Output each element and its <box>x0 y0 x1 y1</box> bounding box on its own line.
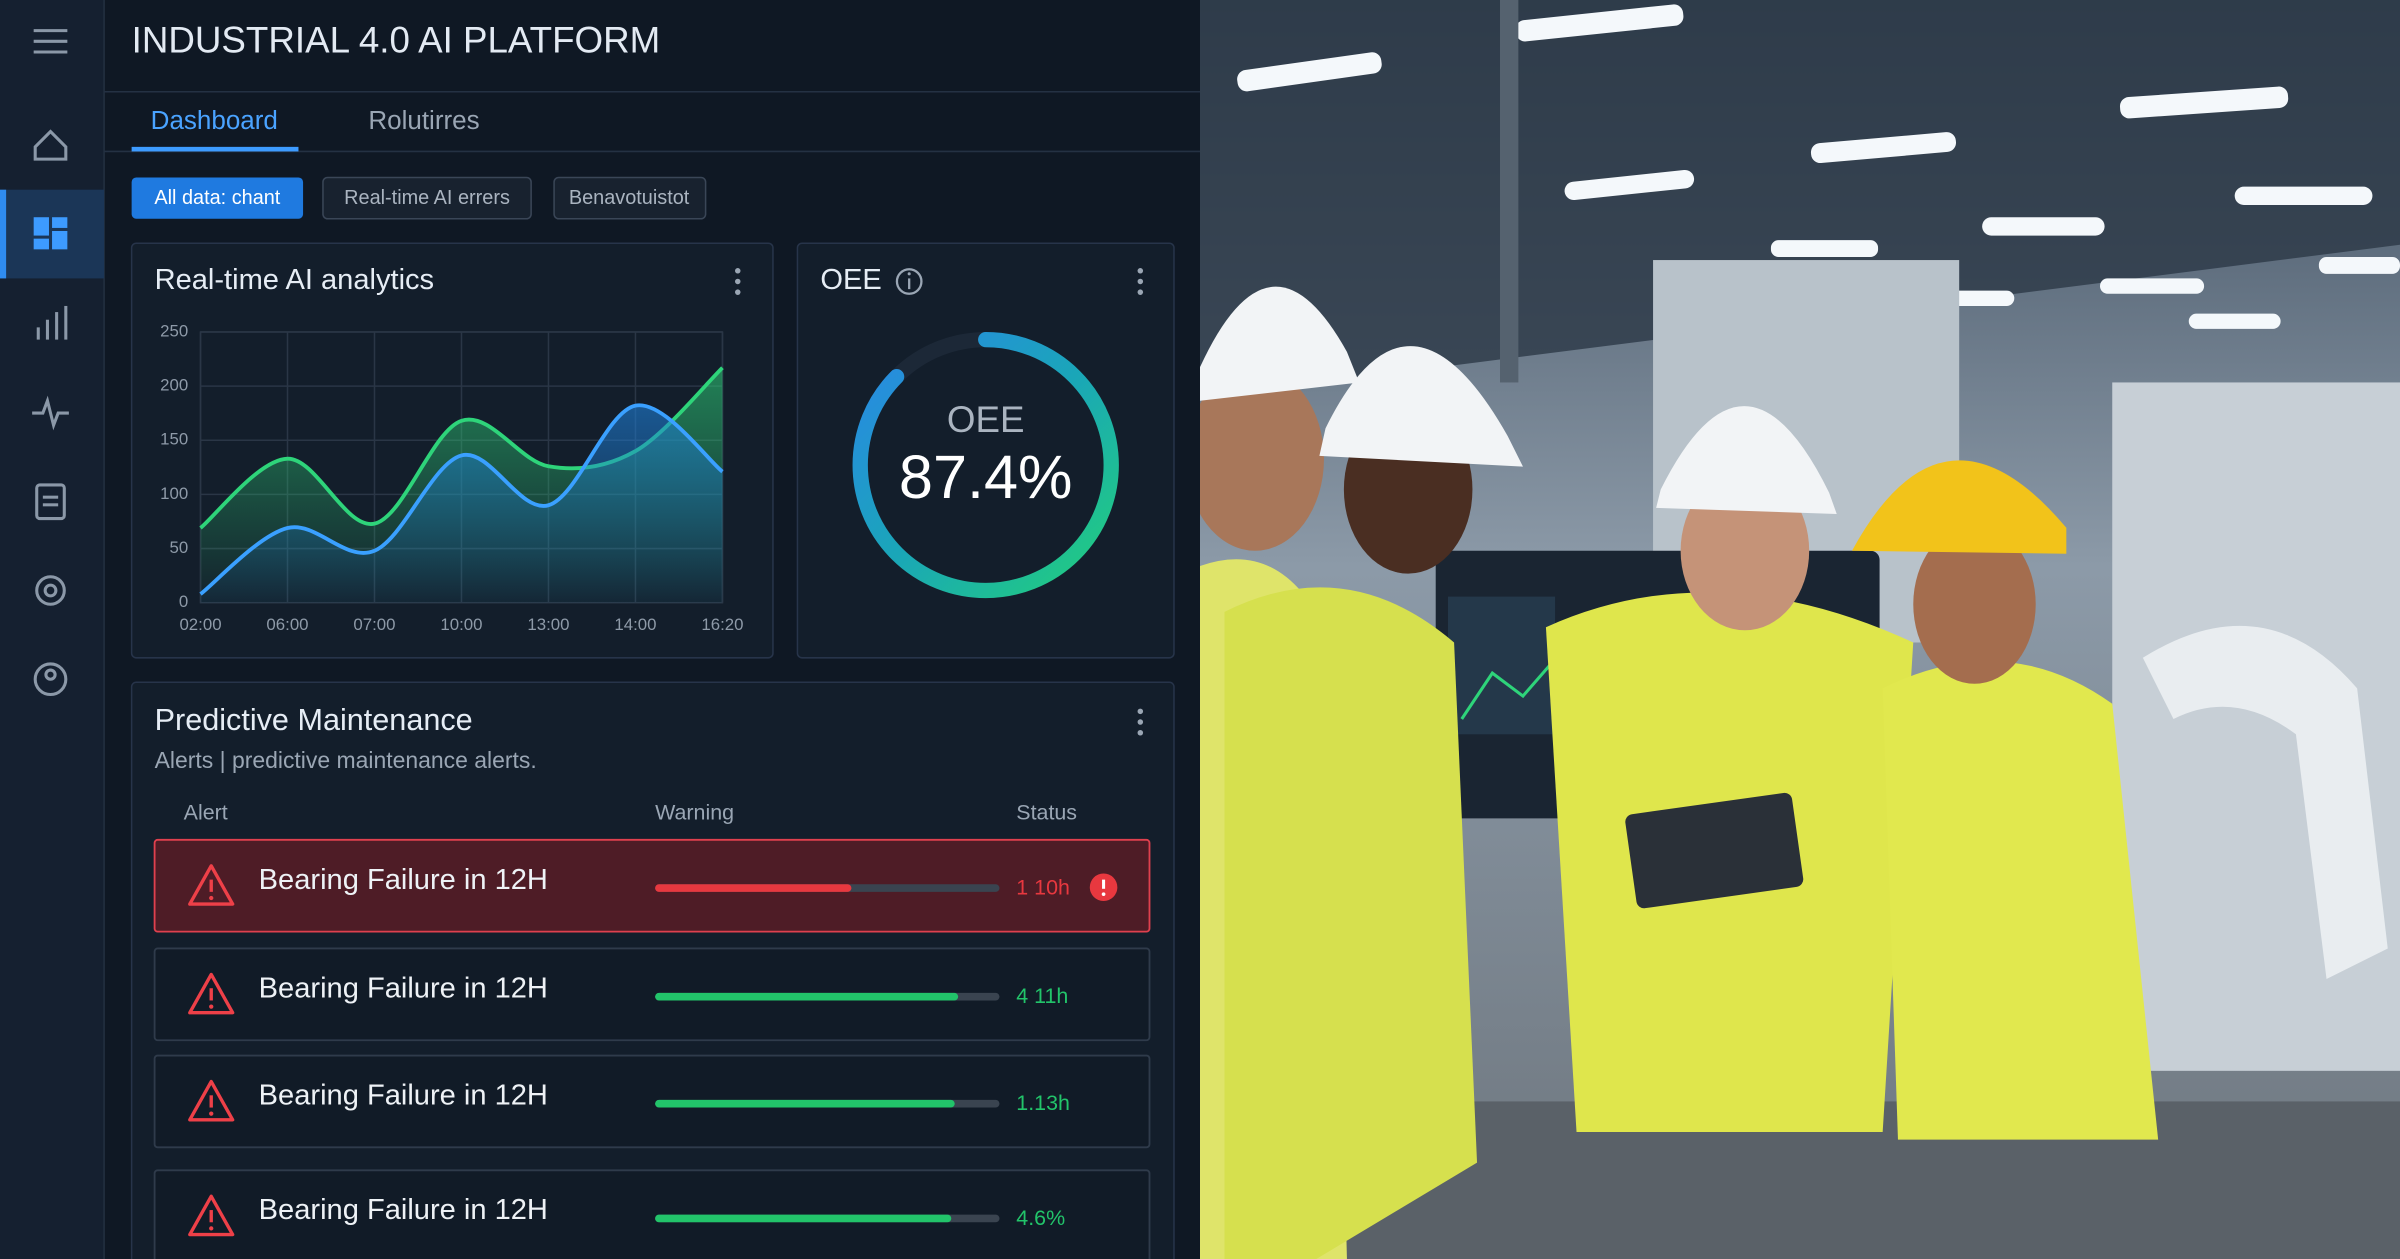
active-tab-underline <box>131 146 299 152</box>
y-tick-label: 100 <box>160 484 188 503</box>
gauge-label: OEE <box>947 399 1025 440</box>
progress-bar <box>655 992 959 1001</box>
x-tick-label: 06:00 <box>266 615 308 634</box>
x-tick-label: 14:00 <box>614 615 656 634</box>
settings-icon[interactable] <box>35 575 66 606</box>
alert-row[interactable] <box>153 1054 1151 1149</box>
info-icon[interactable] <box>895 268 923 295</box>
alert-text: Bearing Failure in 12H <box>259 972 548 1004</box>
factory-photo <box>1200 0 2400 1259</box>
reports-icon[interactable] <box>36 305 68 340</box>
x-tick-label: 16:20 <box>701 615 743 634</box>
home-icon[interactable] <box>33 129 68 161</box>
warning-icon <box>188 1194 235 1237</box>
card-subtitle: Alerts | predictive maintenance alerts. <box>155 747 537 773</box>
x-tick-label: 13:00 <box>527 615 569 634</box>
y-tick-label: 250 <box>160 321 188 340</box>
warning-icon-dot <box>209 895 214 901</box>
card-menu[interactable] <box>1137 708 1144 736</box>
y-tick-label: 0 <box>179 592 188 611</box>
alert-text: Bearing Failure in 12H <box>259 1080 548 1112</box>
card-title: Real-time AI analytics <box>155 264 435 296</box>
filter-label[interactable]: Benavotuistot <box>569 187 690 209</box>
line <box>199 403 724 596</box>
warning-icon-dot <box>209 1226 214 1231</box>
alert-row[interactable] <box>153 1169 1151 1259</box>
card-menu[interactable] <box>1137 268 1144 295</box>
warning-icon-dot <box>209 1004 214 1009</box>
dashboard-icon[interactable] <box>33 217 68 250</box>
filter-chip[interactable] <box>131 177 304 219</box>
y-tick-label: 200 <box>160 376 188 395</box>
status-text: 4 11h <box>1016 984 1068 1008</box>
oee-gauge <box>852 331 1119 599</box>
warning-icon <box>188 972 235 1015</box>
x-tick-label: 02:00 <box>179 615 221 634</box>
progress-bar <box>655 1214 952 1223</box>
filter-label[interactable]: Real-time AI errers <box>344 187 510 209</box>
alert-list: Bearing Failure in 12H 1 10h Bearing Failu… <box>153 838 1151 1259</box>
app-title: INDUSTRIAL 4.0 AI PLATFORM <box>132 20 661 61</box>
status-text: 1.13h <box>1016 1091 1070 1115</box>
column-header: Status <box>1016 800 1077 824</box>
menu-icon[interactable] <box>33 29 68 54</box>
active-indicator <box>0 189 7 279</box>
status-text: 4.6% <box>1016 1206 1065 1230</box>
y-tick-label: 150 <box>160 430 188 449</box>
clipboard-icon[interactable] <box>35 483 66 521</box>
column-header: Alert <box>184 800 228 824</box>
x-tick-label: 10:00 <box>440 615 482 634</box>
alert-text: Bearing Failure in 12H <box>259 864 548 896</box>
alert-text: Bearing Failure in 12H <box>259 1194 548 1226</box>
y-tick-label: 50 <box>170 538 189 557</box>
card-title: Predictive Maintenance <box>155 703 473 737</box>
column-header: Warning <box>655 800 734 824</box>
card-title: OEE <box>820 264 881 296</box>
filter-label[interactable]: All data: chant <box>154 187 280 209</box>
filter-chip[interactable] <box>553 176 707 220</box>
warning-icon-dot <box>209 1111 214 1116</box>
tab[interactable]: Dashboard <box>151 105 278 135</box>
card-menu[interactable] <box>735 268 741 295</box>
gauge-value: 87.4% <box>899 443 1073 511</box>
status-alert-dot <box>1101 892 1106 896</box>
warning-icon <box>188 864 235 906</box>
filter-chip[interactable] <box>322 176 532 220</box>
warning-icon <box>188 1079 235 1122</box>
tab[interactable]: Rolutirres <box>368 105 479 135</box>
progress-bar <box>655 1099 955 1108</box>
status-text: 1 10h <box>1016 875 1070 899</box>
alert-row[interactable] <box>153 838 1151 933</box>
line-chart: 0 50 100 150 200 250 02:00 06:00 07:00 10:00 13:00… <box>160 321 743 634</box>
team-icon[interactable] <box>33 662 68 697</box>
activity-icon[interactable] <box>32 395 69 431</box>
progress-bar <box>655 884 852 892</box>
sidebar <box>0 0 105 1259</box>
x-tick-label: 07:00 <box>353 615 395 634</box>
gauge-arc <box>852 331 1119 599</box>
alert-row[interactable] <box>153 947 1151 1042</box>
